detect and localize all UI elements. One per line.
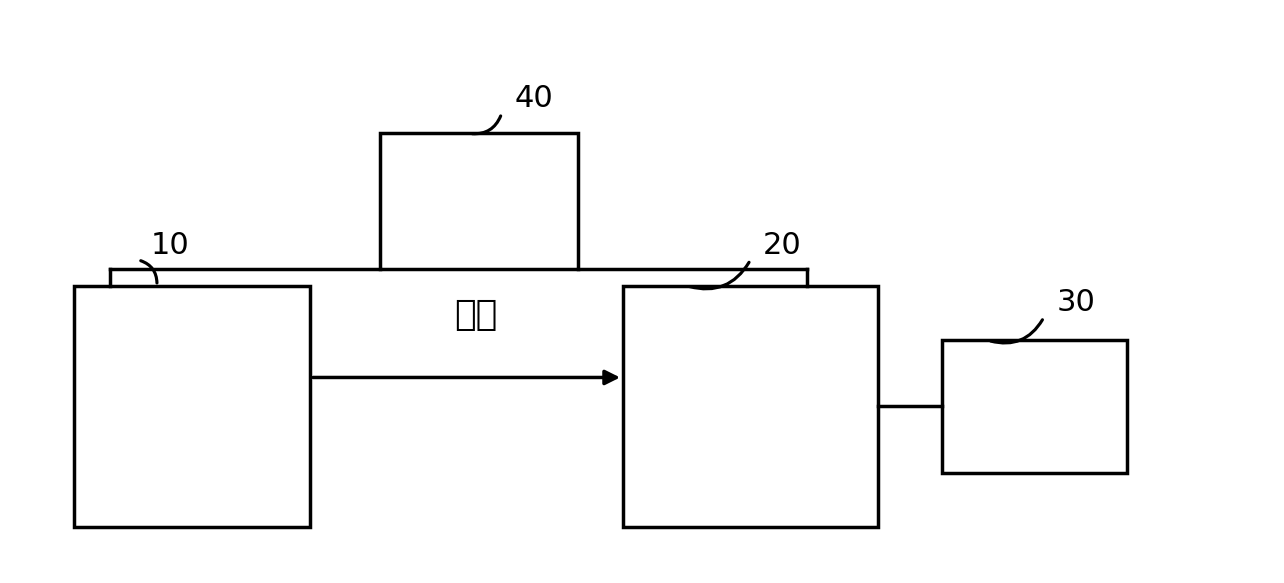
Text: 40: 40 xyxy=(515,85,553,113)
Text: 10: 10 xyxy=(150,231,190,260)
Text: 30: 30 xyxy=(1057,289,1095,317)
Bar xyxy=(380,134,578,269)
Bar xyxy=(941,340,1127,472)
Bar xyxy=(74,286,311,527)
Bar xyxy=(623,286,878,527)
Text: 20: 20 xyxy=(763,231,802,260)
Text: 激光: 激光 xyxy=(455,298,498,332)
